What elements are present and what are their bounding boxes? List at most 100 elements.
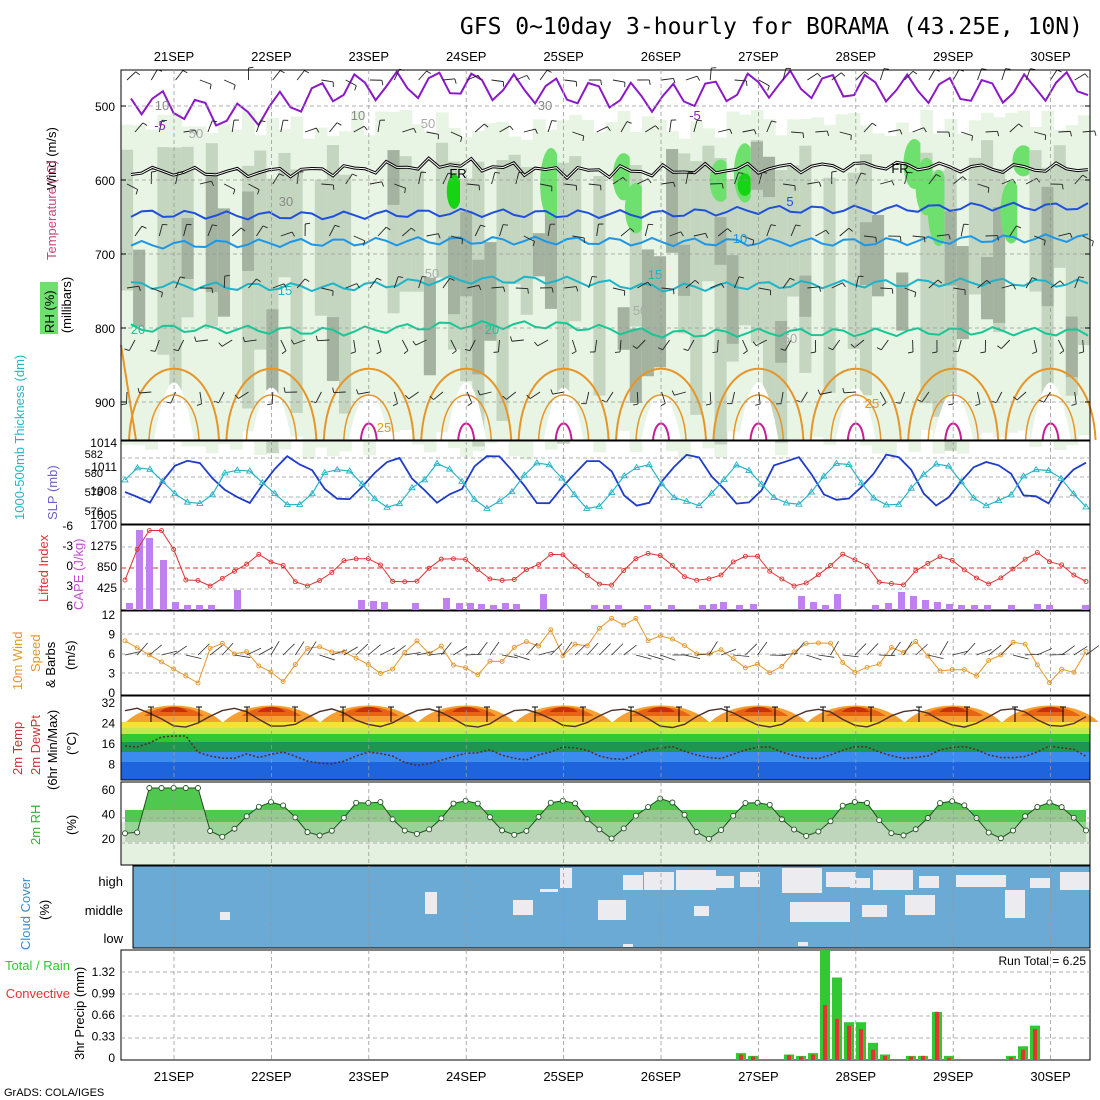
wind-barb	[380, 647, 395, 656]
wind-tick-label: 12	[102, 608, 116, 622]
wind-barb	[588, 276, 593, 289]
rh-tick-label: 60	[102, 783, 116, 797]
wind-barb-flag	[591, 276, 598, 278]
cloud-gap	[220, 912, 230, 920]
wind-barb	[126, 183, 138, 190]
cloud-gap	[873, 870, 913, 890]
li-marker	[1059, 562, 1065, 568]
thickness-marker	[757, 480, 766, 487]
wind-barb-flag	[1012, 284, 1016, 290]
rh-marker	[231, 825, 238, 832]
rh-marker	[669, 799, 676, 806]
wind-barb	[995, 391, 1003, 403]
li-marker	[280, 562, 286, 568]
freezing-line-core	[130, 157, 1089, 179]
li-marker	[803, 580, 809, 586]
contour-label: 50	[425, 266, 439, 281]
wind-barb	[296, 70, 305, 81]
rh-marker	[304, 829, 311, 836]
wind-speed-marker	[146, 652, 152, 658]
wind-barb	[515, 172, 520, 185]
cape-bar	[381, 602, 388, 610]
thickness-marker	[158, 477, 167, 484]
wind-speed-marker	[305, 645, 310, 651]
rh-marker	[486, 814, 493, 821]
wind-barb	[246, 647, 262, 656]
pressure-tick-label: 700	[95, 248, 115, 262]
cape-bar	[922, 600, 929, 610]
wind-barb	[620, 227, 631, 237]
cape-bar	[1046, 605, 1053, 610]
wind-speed-marker	[742, 665, 748, 671]
rh-marker	[219, 833, 226, 840]
wind-barb-flag	[283, 387, 286, 393]
date-label: 29SEP	[933, 1069, 973, 1084]
rh-shade	[254, 150, 267, 350]
wind-speed-marker	[791, 649, 797, 655]
wind-barb	[574, 643, 587, 656]
rh2m-axis-label: 2m RH	[28, 805, 43, 845]
wind-barb-flag	[1061, 184, 1064, 190]
wind-barb	[209, 644, 224, 656]
cape-bar	[710, 604, 717, 610]
wind-speed-marker	[1010, 639, 1016, 645]
wind-barb-flag	[762, 172, 768, 174]
wind-barb	[928, 279, 939, 289]
wind-barb-flag	[1069, 131, 1072, 137]
li-marker	[560, 552, 566, 558]
wind-barb	[904, 70, 914, 81]
chart-title: GFS 0~10day 3-hourly for BORAMA (43.25E,…	[460, 14, 1083, 40]
wind-barb	[134, 225, 143, 237]
barbs-axis-label: & Barbs	[43, 641, 58, 688]
rh-marker	[803, 833, 810, 839]
wind-barb	[685, 75, 698, 81]
wind-speed-marker	[365, 662, 371, 667]
wind-barb	[693, 120, 698, 133]
li-marker	[864, 563, 870, 569]
wind-barb	[839, 227, 850, 237]
wind-barb-flag	[452, 350, 457, 355]
slp-tick-label: 1008	[90, 484, 117, 498]
wind-barb	[415, 339, 427, 346]
wind-barb	[491, 79, 504, 83]
rh-shade	[884, 135, 897, 456]
wind-speed-marker	[171, 666, 177, 672]
wind-barb	[928, 174, 937, 185]
cape-bar	[540, 594, 547, 610]
wind-barb	[272, 70, 281, 81]
date-label: 27SEP	[738, 49, 778, 64]
wind-speed-marker	[572, 641, 578, 647]
wind-speed-marker	[353, 655, 359, 661]
wind-barb-flag	[673, 78, 676, 84]
cape-bar	[196, 605, 203, 610]
wind-speed-marker	[438, 643, 444, 649]
upper-frame	[120, 69, 1091, 441]
wind-barb	[644, 224, 649, 237]
wind-speed-marker	[657, 633, 663, 639]
temp-tick-label: 8	[108, 758, 115, 772]
wind-barb	[499, 125, 511, 133]
rh-shade	[423, 277, 437, 376]
wind-barb-flag	[1069, 233, 1073, 238]
rh-unit-label: (%)	[64, 815, 79, 835]
wind-barb-flag	[755, 403, 761, 406]
wind-barb	[745, 643, 758, 656]
wind-speed-marker	[159, 659, 164, 665]
wind-barb-flag	[712, 351, 718, 353]
wind-barb	[596, 224, 599, 237]
wind-barb	[207, 120, 213, 133]
li-marker	[1047, 559, 1052, 565]
wind-speed-marker	[317, 644, 323, 650]
wind-barb-flag	[881, 402, 887, 406]
cape-bar	[910, 596, 917, 610]
wind-barb	[839, 131, 852, 136]
contour-label: 10	[733, 231, 747, 246]
rh-marker	[523, 827, 530, 834]
wind-barb-flag	[842, 387, 845, 393]
wind-barb-flag	[447, 172, 453, 175]
thickness-marker	[845, 460, 853, 467]
wind-barb	[904, 172, 909, 185]
contour-label: FR	[449, 166, 466, 181]
li-marker	[353, 556, 359, 562]
